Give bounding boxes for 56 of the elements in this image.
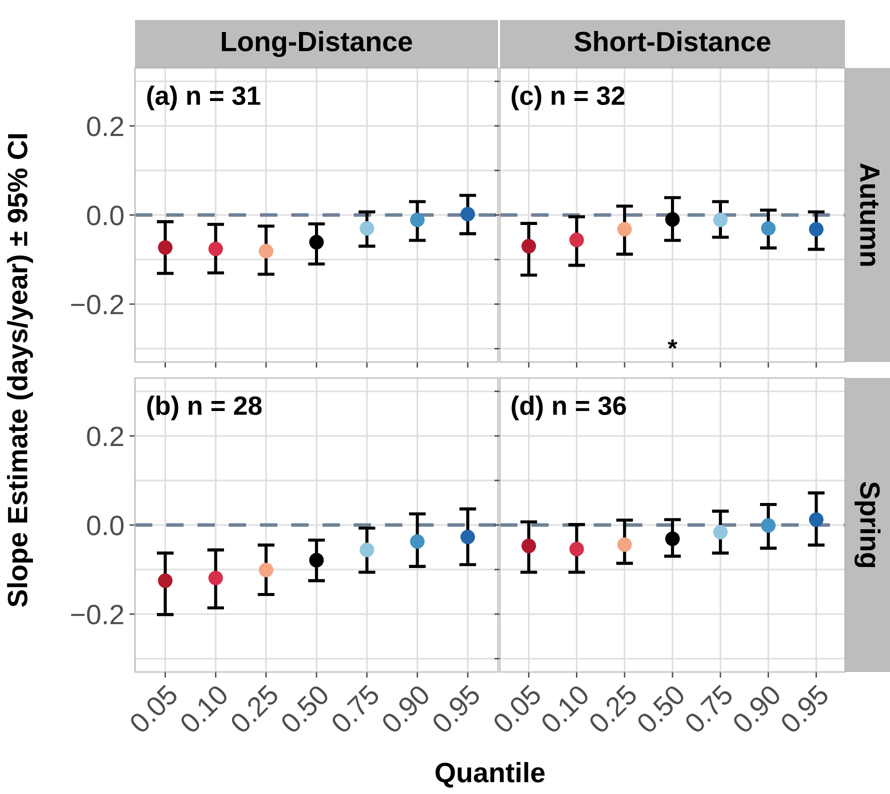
chart-title: Long-Distance: [222, 30, 412, 58]
annotation: (b) n = 28: [147, 396, 262, 420]
point: [808, 512, 824, 527]
point: [521, 538, 536, 554]
annotation: (d) n = 36: [512, 396, 626, 420]
point: [569, 232, 584, 248]
point: [309, 552, 324, 568]
point: [258, 244, 274, 258]
y-tick-label: 0.0: [87, 206, 124, 226]
y-tick-label: −0.2: [71, 604, 124, 624]
point: [569, 542, 584, 556]
point: [410, 534, 425, 549]
x-tick-label: 0.25: [588, 684, 638, 734]
x-tick-label: 0.10: [178, 684, 230, 734]
annotation: *: [668, 340, 678, 349]
point: [309, 234, 324, 250]
y2-axis-title: Autumn: [860, 163, 880, 266]
y-axis-title: Slope Estimate (days/year) ± 95% CI: [7, 134, 33, 607]
point: [460, 530, 476, 544]
point: [460, 206, 476, 222]
point: [713, 524, 728, 540]
y-tick-label: 0.2: [87, 116, 124, 136]
point: [617, 537, 632, 552]
point: [360, 542, 374, 558]
annotation: (a) n = 31: [147, 86, 260, 110]
y-tick-label: 0.2: [87, 426, 124, 446]
point: [713, 212, 728, 228]
y2-axis-title: Spring: [854, 482, 881, 568]
point: [410, 212, 425, 228]
point: [258, 562, 274, 578]
x-tick-label: 0.10: [540, 684, 590, 734]
x-tick-label: 0.95: [430, 684, 482, 734]
x-tick-label: 0.05: [492, 684, 542, 734]
point: [808, 222, 824, 237]
point: [617, 222, 632, 237]
point: [208, 570, 223, 586]
x-tick-label: 0.75: [330, 684, 381, 734]
point: [360, 221, 374, 236]
point: [761, 221, 776, 236]
y-tick-label: −0.2: [71, 294, 124, 314]
annotation: (c) n = 32: [512, 86, 624, 110]
y-tick-label: 0.0: [87, 516, 124, 536]
point: [665, 532, 680, 546]
point: [158, 240, 173, 255]
point: [665, 212, 680, 227]
x-tick-label: 0.05: [128, 684, 179, 734]
x-tick-label: 0.50: [280, 684, 330, 734]
point: [208, 242, 223, 256]
point: [521, 238, 536, 254]
x-tick-label: 0.90: [380, 684, 431, 734]
x-tick-label: 0.25: [229, 684, 280, 734]
x-tick-label: 0.95: [779, 684, 830, 734]
point: [761, 518, 776, 533]
x-axis-title: Quantile: [436, 762, 545, 788]
chart-title: Short-Distance: [574, 31, 770, 52]
point: [158, 573, 173, 588]
